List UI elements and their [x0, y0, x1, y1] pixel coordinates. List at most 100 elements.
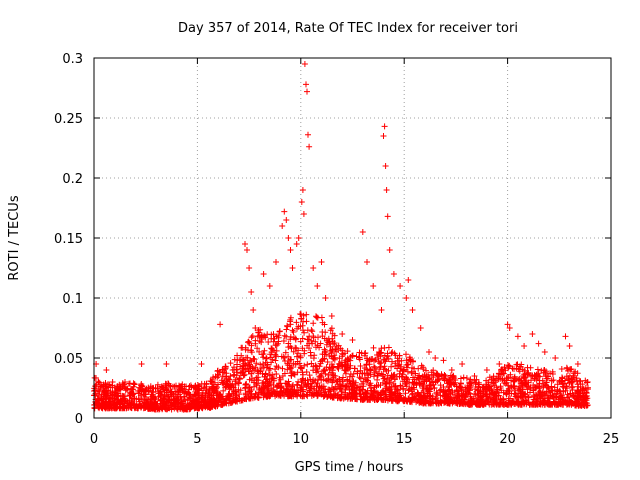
roti-point	[130, 380, 137, 387]
roti-point	[321, 335, 328, 342]
roti-point	[378, 345, 385, 352]
roti-point	[211, 402, 218, 409]
roti-point	[236, 376, 243, 383]
roti-point	[504, 401, 511, 408]
roti-point	[403, 380, 409, 387]
roti-point	[322, 367, 328, 374]
roti-point	[210, 386, 217, 393]
roti-point	[578, 396, 585, 403]
roti-point	[462, 393, 469, 400]
roti-point	[521, 343, 528, 349]
roti-point	[199, 392, 206, 398]
roti-point	[257, 368, 264, 375]
roti-point	[294, 381, 301, 388]
roti-point	[493, 376, 500, 383]
roti-point	[252, 364, 259, 371]
roti-point	[297, 338, 304, 345]
roti-point	[112, 405, 119, 412]
roti-point	[195, 386, 202, 393]
roti-point	[131, 381, 138, 388]
roti-point	[549, 371, 556, 377]
roti-point	[298, 199, 305, 205]
y-tick-label: 0.2	[62, 172, 83, 187]
roti-point	[299, 335, 306, 342]
roti-point	[118, 397, 124, 404]
roti-point	[383, 356, 390, 362]
roti-point	[117, 386, 123, 393]
roti-point	[218, 377, 225, 384]
roti-point	[94, 391, 101, 397]
roti-point	[246, 265, 253, 271]
roti-point	[252, 340, 259, 347]
roti-point	[293, 241, 300, 247]
roti-point	[283, 326, 290, 333]
roti-point	[415, 365, 422, 372]
roti-point	[325, 375, 332, 382]
roti-point	[403, 351, 409, 358]
roti-point	[374, 376, 381, 383]
roti-point	[192, 385, 199, 392]
roti-point	[103, 387, 110, 394]
axis-tick-labels: 0 0.05 0.1 0.15 0.2 0.25 0.3 0 5 10 15 20 25	[54, 52, 619, 447]
roti-point	[453, 397, 460, 404]
y-tick-label: 0.25	[54, 112, 83, 127]
roti-point	[217, 321, 224, 328]
roti-point	[206, 394, 213, 401]
roti-point	[420, 394, 427, 400]
roti-point	[289, 369, 295, 375]
roti-point	[263, 355, 270, 362]
roti-point	[244, 247, 250, 253]
roti-point	[532, 372, 539, 379]
roti-point	[106, 404, 113, 411]
roti-point	[522, 374, 529, 381]
roti-point	[317, 358, 324, 365]
roti-point	[381, 363, 388, 370]
x-tick-label: 5	[193, 432, 201, 447]
roti-point	[276, 328, 283, 335]
roti-point	[342, 370, 349, 377]
roti-point	[258, 334, 265, 341]
roti-point	[273, 371, 280, 377]
roti-point	[299, 376, 306, 383]
roti-point	[496, 401, 503, 408]
roti-point	[330, 377, 337, 384]
roti-point	[282, 349, 289, 356]
roti-point	[310, 265, 317, 271]
roti-point	[279, 373, 286, 379]
roti-point	[248, 334, 255, 341]
roti-point	[536, 388, 543, 395]
roti-point	[571, 370, 577, 377]
roti-point	[496, 389, 502, 396]
roti-point	[137, 392, 144, 399]
roti-point	[329, 338, 336, 345]
y-tick-label: 0.3	[62, 52, 83, 67]
roti-point	[356, 349, 363, 356]
roti-point	[292, 336, 299, 343]
roti-point	[242, 241, 248, 247]
roti-point	[249, 395, 256, 402]
roti-point	[467, 376, 474, 383]
roti-point	[388, 363, 395, 370]
roti-point	[442, 373, 449, 380]
roti-point	[364, 396, 371, 403]
roti-point	[491, 391, 497, 398]
roti-point	[279, 223, 286, 229]
roti-point	[295, 323, 302, 330]
roti-point	[475, 394, 482, 401]
roti-point	[364, 374, 371, 381]
roti-point	[305, 380, 312, 387]
roti-point	[472, 386, 478, 393]
roti-point	[136, 396, 143, 403]
roti-point	[324, 393, 331, 400]
roti-point	[377, 353, 384, 360]
roti-point	[287, 247, 294, 253]
roti-point	[297, 364, 304, 371]
roti-point	[196, 387, 203, 394]
roti-point	[416, 375, 423, 382]
roti-point	[405, 277, 412, 283]
roti-point	[237, 387, 244, 394]
roti-point	[441, 377, 448, 384]
roti-point	[347, 362, 354, 369]
roti-point	[248, 370, 255, 377]
roti-point	[276, 374, 283, 381]
